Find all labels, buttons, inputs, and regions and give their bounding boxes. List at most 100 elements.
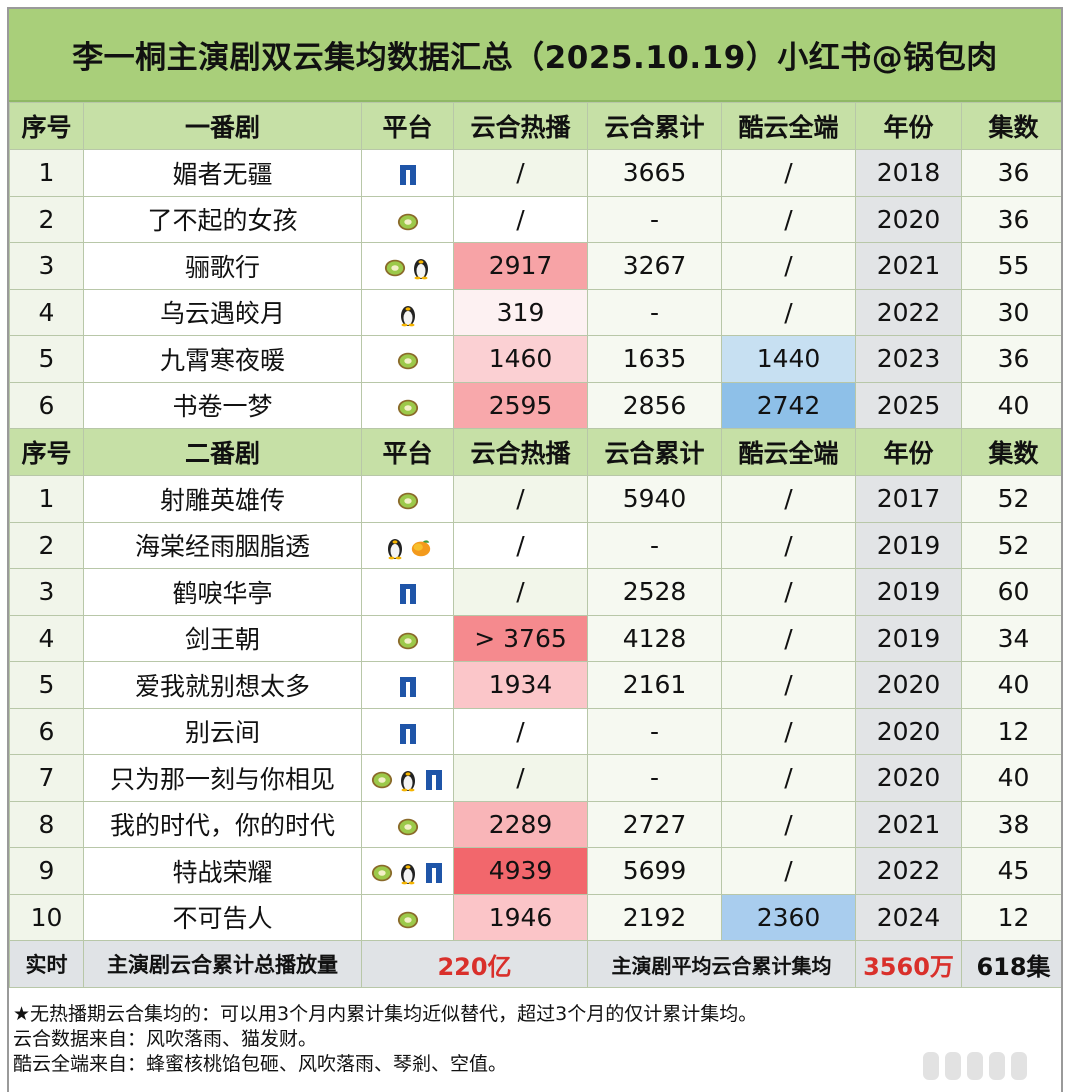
row-index: 9 bbox=[9, 847, 84, 895]
yunhe-cumulative-value: - bbox=[587, 521, 722, 569]
drama-name: 剑王朝 bbox=[83, 614, 362, 662]
platform-cell bbox=[361, 893, 454, 941]
table-row: 3 鹤唳华亭/2528/2019 60 bbox=[9, 568, 1061, 616]
year-value: 2023 bbox=[855, 335, 962, 383]
iqiyi-kiwi-icon bbox=[397, 485, 419, 514]
episodes-value: 36 bbox=[961, 195, 1061, 243]
header-yunhe-heat: 云合热播 bbox=[453, 102, 588, 150]
row-index: 2 bbox=[9, 195, 84, 243]
header-kuyun-all: 酷云全端 bbox=[721, 428, 856, 476]
yunhe-heat-value: / bbox=[453, 568, 588, 616]
year-value: 2022 bbox=[855, 847, 962, 895]
avg-label: 主演剧平均云合累计集均 bbox=[587, 940, 856, 988]
drama-name: 了不起的女孩 bbox=[83, 195, 362, 243]
drama-name: 特战荣耀 bbox=[83, 847, 362, 895]
yunhe-heat-value: 1934 bbox=[453, 661, 588, 709]
iqiyi-kiwi-icon bbox=[384, 252, 406, 281]
youku-icon bbox=[397, 159, 419, 188]
data-table: 序号 一番剧 平台 云合热播 云合累计 酷云全端 年份 集数 1 媚者无疆/3665/2018 36… bbox=[9, 102, 1061, 988]
summary-card: 李一桐主演剧双云集均数据汇总（2025.10.19）小红书@锅包肉 序号 一番剧平… bbox=[7, 7, 1063, 1092]
kuyun-value: / bbox=[721, 475, 856, 523]
year-value: 2020 bbox=[855, 754, 962, 802]
year-value: 2024 bbox=[855, 893, 962, 941]
summary-row: 实时 主演剧云合累计总播放量 220亿 主演剧平均云合累计集均 3560万 618集 bbox=[9, 940, 1061, 988]
yunhe-heat-value: / bbox=[453, 195, 588, 243]
yunhe-heat-value: / bbox=[453, 754, 588, 802]
drama-name: 媚者无疆 bbox=[83, 149, 362, 197]
row-index: 10 bbox=[9, 893, 84, 941]
yunhe-heat-value: / bbox=[453, 707, 588, 755]
drama-name: 鹤唳华亭 bbox=[83, 568, 362, 616]
header-yunhe-cumulative: 云合累计 bbox=[587, 428, 722, 476]
episodes-value: 36 bbox=[961, 335, 1061, 383]
row-index: 7 bbox=[9, 754, 84, 802]
yunhe-cumulative-value: 2856 bbox=[587, 381, 722, 429]
youku-icon bbox=[423, 857, 445, 886]
tencent-penguin-icon bbox=[410, 252, 432, 281]
drama-name: 海棠经雨胭脂透 bbox=[83, 521, 362, 569]
platform-cell bbox=[361, 661, 454, 709]
tencent-penguin-icon bbox=[397, 764, 419, 793]
platform-cell bbox=[361, 288, 454, 336]
year-value: 2019 bbox=[855, 568, 962, 616]
yunhe-cumulative-value: 3267 bbox=[587, 242, 722, 290]
avg-value: 3560万 bbox=[855, 940, 962, 988]
episodes-value: 40 bbox=[961, 661, 1061, 709]
yunhe-cumulative-value: 5699 bbox=[587, 847, 722, 895]
iqiyi-kiwi-icon bbox=[371, 857, 393, 886]
episodes-value: 55 bbox=[961, 242, 1061, 290]
year-value: 2020 bbox=[855, 195, 962, 243]
yunhe-cumulative-value: - bbox=[587, 288, 722, 336]
row-index: 5 bbox=[9, 335, 84, 383]
yunhe-cumulative-value: 4128 bbox=[587, 614, 722, 662]
episodes-value: 40 bbox=[961, 381, 1061, 429]
drama-name: 书卷一梦 bbox=[83, 381, 362, 429]
year-value: 2021 bbox=[855, 242, 962, 290]
drama-name: 九霄寒夜暖 bbox=[83, 335, 362, 383]
table-row: 5 爱我就别想太多 1934 2161/2020 40 bbox=[9, 661, 1061, 709]
platform-cell bbox=[361, 149, 454, 197]
yunhe-heat-value: / bbox=[453, 149, 588, 197]
drama-name: 爱我就别想太多 bbox=[83, 661, 362, 709]
year-value: 2020 bbox=[855, 661, 962, 709]
kuyun-value: / bbox=[721, 707, 856, 755]
table-row: 4 乌云遇皎月 319-/2022 30 bbox=[9, 288, 1061, 336]
row-index: 3 bbox=[9, 242, 84, 290]
table-row: 4 剑王朝 > 3765 4128/2019 34 bbox=[9, 614, 1061, 662]
episodes-value: 60 bbox=[961, 568, 1061, 616]
header-yunhe-heat: 云合热播 bbox=[453, 428, 588, 476]
page-title: 李一桐主演剧双云集均数据汇总（2025.10.19）小红书@锅包肉 bbox=[9, 9, 1061, 102]
tencent-penguin-icon bbox=[384, 532, 406, 561]
row-index: 1 bbox=[9, 149, 84, 197]
table-row: 10 不可告人 1946 2192 2360 2024 12 bbox=[9, 893, 1061, 941]
platform-cell bbox=[361, 335, 454, 383]
table-row: 3 骊歌行 2917 3267/2021 55 bbox=[9, 242, 1061, 290]
yunhe-cumulative-value: - bbox=[587, 195, 722, 243]
header-year: 年份 bbox=[855, 428, 962, 476]
tencent-penguin-icon bbox=[397, 299, 419, 328]
youku-icon bbox=[423, 764, 445, 793]
episodes-value: 38 bbox=[961, 800, 1061, 848]
youku-icon bbox=[397, 718, 419, 747]
yunhe-cumulative-value: - bbox=[587, 707, 722, 755]
kuyun-value: / bbox=[721, 754, 856, 802]
yunhe-cumulative-value: 2161 bbox=[587, 661, 722, 709]
kuyun-value: / bbox=[721, 521, 856, 569]
watermark bbox=[923, 1046, 1043, 1086]
note-2: 云合数据来自：风吹落雨、猫发财。 bbox=[13, 1028, 318, 1050]
yunhe-cumulative-value: - bbox=[587, 754, 722, 802]
kuyun-value: / bbox=[721, 195, 856, 243]
kuyun-value: / bbox=[721, 614, 856, 662]
header-drama-type: 二番剧 bbox=[83, 428, 362, 476]
row-index: 1 bbox=[9, 475, 84, 523]
table-row: 5 九霄寒夜暖 1460 1635 1440 2023 36 bbox=[9, 335, 1061, 383]
platform-cell bbox=[361, 568, 454, 616]
table-header-row: 序号 二番剧 平台 云合热播 云合累计 酷云全端 年份 集数 bbox=[9, 428, 1061, 476]
header-platform: 平台 bbox=[361, 102, 454, 150]
kuyun-value: 1440 bbox=[721, 335, 856, 383]
year-value: 2019 bbox=[855, 521, 962, 569]
platform-cell bbox=[361, 242, 454, 290]
youku-icon bbox=[397, 578, 419, 607]
platform-cell bbox=[361, 475, 454, 523]
table-row: 8 我的时代，你的时代 2289 2727/2021 38 bbox=[9, 800, 1061, 848]
